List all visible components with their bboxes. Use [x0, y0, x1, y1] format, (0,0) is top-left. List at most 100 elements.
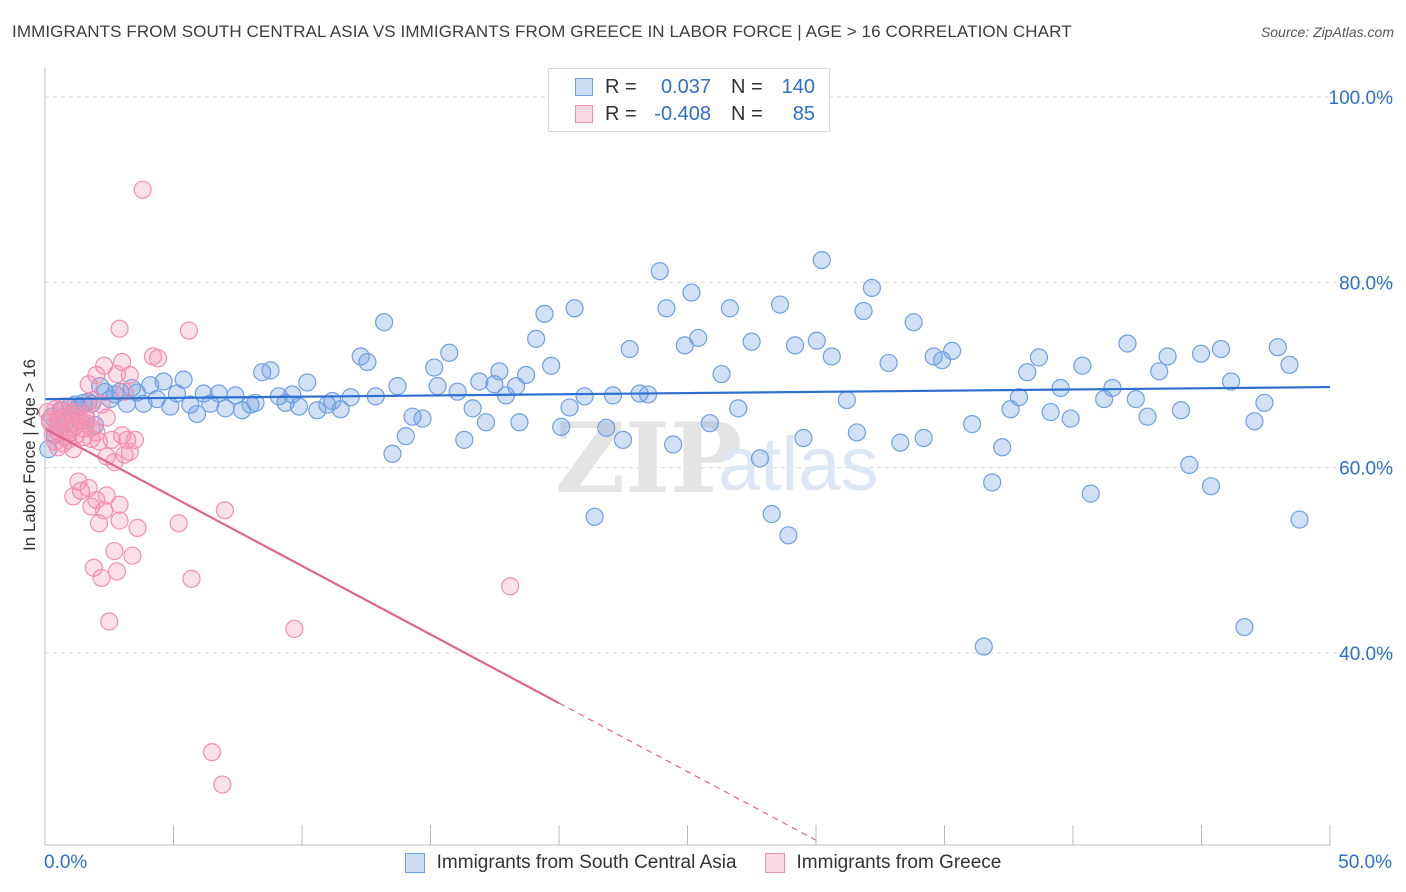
y-tick-label: 60.0% [1339, 459, 1393, 480]
data-point-blue [847, 423, 866, 442]
data-point-pink [97, 486, 116, 505]
source-label: Source: ZipAtlas.com [1260, 24, 1394, 40]
data-point-blue [463, 399, 482, 418]
data-point-pink [115, 382, 134, 401]
data-point-blue [1138, 407, 1157, 426]
legend-r-label: R = [605, 75, 637, 98]
data-point-blue [779, 526, 798, 545]
data-point-blue [298, 373, 317, 392]
data-point-blue [822, 347, 841, 366]
data-point-pink [59, 402, 78, 422]
data-point-blue [542, 356, 561, 375]
data-point-pink [69, 406, 88, 425]
data-point-pink [84, 558, 103, 577]
legend-r-label: R = [605, 102, 637, 125]
x-tick-min: 0.0% [44, 852, 88, 873]
data-point-blue [535, 304, 554, 323]
data-point-pink [110, 511, 129, 530]
y-tick-label: 80.0% [1339, 273, 1393, 294]
data-point-blue [1081, 484, 1100, 503]
data-point-blue [700, 414, 719, 433]
data-point-blue [261, 361, 280, 380]
data-point-blue [942, 341, 962, 361]
data-point-pink [115, 445, 134, 464]
data-point-blue [1211, 339, 1231, 359]
data-point-pink [213, 775, 232, 794]
data-point-blue [974, 637, 993, 656]
data-point-pink [95, 356, 114, 375]
data-point-blue [1018, 363, 1037, 382]
data-point-pink [120, 442, 139, 462]
data-point-blue [383, 444, 402, 463]
data-point-pink [107, 562, 127, 581]
axes [44, 68, 1331, 846]
data-point-blue [742, 332, 761, 351]
data-point-blue [388, 377, 407, 396]
legend-r-value: 0.037 [660, 75, 711, 98]
data-point-blue [440, 343, 459, 362]
data-point-blue [689, 328, 708, 348]
legend-row-pink: R = -0.408 N = 85 [575, 102, 815, 126]
data-point-blue [720, 299, 740, 318]
data-point-blue [455, 430, 474, 449]
data-point-pink [125, 430, 145, 449]
data-point-pink [148, 349, 168, 368]
data-point-blue [517, 365, 536, 385]
data-point-pink [92, 568, 111, 588]
data-point-blue [289, 397, 309, 416]
trend-lines [44, 385, 1331, 841]
correlation-legend: R = 0.037 N = 140 R = -0.408 N = 85 [548, 68, 830, 132]
data-point-blue [1255, 393, 1274, 412]
data-point-blue [807, 331, 826, 350]
series-greece [38, 180, 520, 794]
series-legend: Immigrants from South Central Asia Immig… [0, 852, 1406, 874]
data-point-pink [501, 577, 520, 596]
data-point-blue [470, 372, 489, 391]
data-point-blue [657, 299, 676, 318]
data-point-blue [1041, 402, 1060, 422]
data-point-blue [812, 250, 831, 270]
data-point-pink [110, 319, 129, 338]
watermark-atlas: atlas [718, 422, 879, 507]
data-point-pink [182, 569, 201, 588]
data-point-blue [682, 283, 701, 302]
data-point-blue [134, 394, 153, 413]
data-point-blue [879, 353, 898, 373]
data-point-blue [794, 428, 813, 448]
legend-n-label: N = [731, 75, 763, 98]
data-point-blue [1268, 338, 1287, 357]
data-point-pink [95, 501, 114, 520]
legend-n-value: 140 [781, 75, 815, 98]
legend-swatch-blue [404, 853, 425, 873]
data-point-blue [565, 299, 584, 318]
data-point-blue [560, 398, 579, 417]
data-point-blue [331, 400, 350, 419]
legend-swatch-blue [575, 78, 593, 96]
data-point-blue [174, 370, 193, 389]
data-point-blue [396, 427, 415, 446]
data-point-blue [1221, 372, 1241, 391]
data-point-blue [1235, 617, 1254, 637]
data-point-blue [914, 428, 933, 448]
data-point-pink [202, 743, 222, 762]
data-point-blue [476, 413, 496, 432]
data-point-blue [154, 372, 173, 391]
data-point-blue [983, 473, 1002, 492]
data-point-blue [603, 386, 623, 405]
data-point-blue [490, 362, 509, 381]
data-point-blue [1290, 510, 1309, 529]
y-tick-label: 40.0% [1339, 644, 1393, 665]
data-point-blue [993, 438, 1012, 457]
series-south-central-asia [39, 250, 1309, 656]
data-point-pink [48, 438, 67, 457]
data-point-blue [712, 364, 731, 384]
data-point-blue [1073, 356, 1092, 375]
data-point-pink [285, 619, 304, 639]
data-point-blue [963, 415, 982, 434]
data-point-blue [785, 336, 805, 355]
chart-title: IMMIGRANTS FROM SOUTH CENTRAL ASIA VS IM… [12, 22, 1072, 41]
data-point-blue [585, 507, 604, 526]
legend-label-pink: Immigrants from Greece [796, 852, 1002, 873]
